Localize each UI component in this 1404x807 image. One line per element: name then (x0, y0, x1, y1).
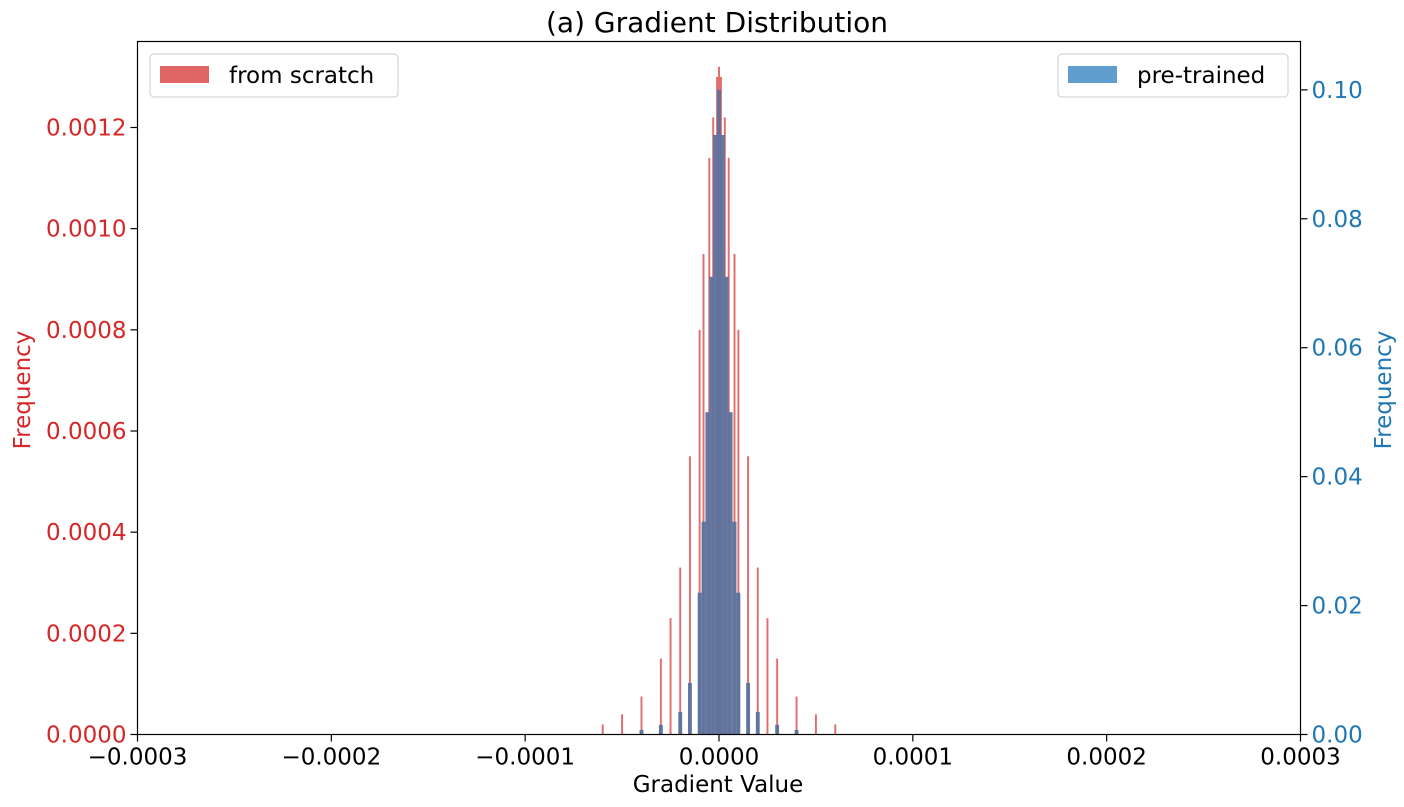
bar-from-scratch-16 (733, 253, 736, 735)
left-y-tick-label-6: 0.0012 (46, 115, 126, 141)
x-tick-label-6: 0.0003 (1260, 745, 1340, 771)
bar-from-scratch-7 (698, 329, 701, 735)
bar-pre-trained-4 (697, 592, 702, 735)
left-y-tick-label-4: 0.0008 (46, 318, 126, 344)
right-y-tick-label-0: 0.00 (1312, 723, 1363, 749)
bar-pre-trained-17 (775, 724, 780, 735)
bar-from-scratch-5 (679, 567, 682, 735)
legend-box (149, 53, 399, 98)
bar-from-scratch-20 (766, 618, 769, 735)
bar-pre-trained-5 (701, 521, 706, 735)
bar-pre-trained-18 (794, 729, 799, 735)
bar-from-scratch-4 (669, 618, 672, 735)
bar-pre-trained-12 (728, 412, 733, 735)
left-y-tick-label-2: 0.0004 (46, 520, 126, 546)
legend-label-pre-trained: pre-trained (1137, 63, 1265, 89)
bar-pre-trained-6 (705, 412, 710, 735)
bar-pre-trained-14 (736, 592, 741, 735)
legend-box (1057, 53, 1289, 98)
legend-label-from-scratch: from scratch (229, 63, 374, 89)
bar-from-scratch-3 (659, 658, 662, 735)
right-y-axis-ticks: 0.00 0.02 0.04 0.06 0.08 0.10 (1300, 78, 1363, 749)
bar-pre-trained-11 (724, 276, 729, 735)
bar-pre-trained-13 (732, 521, 737, 735)
x-axis-ticks: −0.0003 −0.0002 −0.0001 0.0000 0.0001 0.0002 0… (88, 734, 1341, 771)
bar-from-scratch-17 (737, 329, 740, 735)
bar-pre-trained-3 (687, 682, 692, 735)
legend-from-scratch: from scratch (149, 53, 399, 98)
x-axis-label: Gradient Value (633, 772, 804, 798)
bar-from-scratch-0 (601, 724, 604, 735)
bar-pre-trained-2 (678, 711, 683, 735)
x-tick-label-3: 0.0000 (679, 745, 759, 771)
right-y-axis-label: Frequency (1371, 331, 1397, 450)
bar-from-scratch-23 (814, 714, 817, 735)
legend-swatch-pre-trained (1068, 66, 1117, 83)
bar-from-scratch-1 (621, 714, 624, 735)
x-tick-label-5: 0.0002 (1066, 745, 1146, 771)
bar-from-scratch-22 (795, 696, 798, 735)
legend-swatch-from-scratch (160, 66, 209, 83)
bar-pre-trained-7 (709, 276, 714, 735)
x-tick-label-4: 0.0001 (873, 745, 953, 771)
bar-pre-trained-9 (717, 89, 721, 735)
left-y-axis-label: Frequency (10, 331, 36, 450)
x-tick-label-2: −0.0001 (475, 745, 575, 771)
left-y-axis-ticks: 0.0000 0.0002 0.0004 0.0006 0.0008 0.0010 0.00… (46, 115, 138, 749)
bar-from-scratch-18 (747, 456, 750, 735)
bar-pre-trained-16 (755, 711, 760, 735)
left-y-tick-label-5: 0.0010 (46, 217, 126, 243)
bar-from-scratch-2 (640, 696, 643, 735)
bar-from-scratch-6 (688, 456, 691, 735)
histogram-bars (601, 66, 837, 735)
bar-from-scratch-19 (756, 567, 759, 735)
right-y-tick-label-4: 0.08 (1312, 207, 1363, 233)
bar-pre-trained-15 (746, 682, 751, 735)
left-y-tick-label-0: 0.0000 (46, 723, 126, 749)
bar-pre-trained-8 (713, 134, 718, 735)
legend-pre-trained: pre-trained (1057, 53, 1289, 98)
chart-title: (a) Gradient Distribution (546, 6, 888, 39)
left-y-tick-label-1: 0.0002 (46, 621, 126, 647)
right-y-tick-label-5: 0.10 (1312, 78, 1363, 104)
bar-pre-trained-0 (639, 729, 644, 735)
left-y-tick-label-3: 0.0006 (46, 419, 126, 445)
bar-from-scratch-21 (776, 658, 779, 735)
bar-pre-trained-1 (658, 724, 663, 735)
bar-from-scratch-8 (702, 253, 705, 735)
x-tick-label-0: −0.0003 (88, 745, 188, 771)
bar-from-scratch-24 (834, 724, 837, 735)
right-y-tick-label-1: 0.02 (1312, 594, 1363, 620)
right-y-tick-label-3: 0.06 (1312, 336, 1363, 362)
bar-pre-trained-10 (720, 134, 725, 735)
right-y-tick-label-2: 0.04 (1312, 465, 1363, 491)
x-tick-label-1: −0.0002 (281, 745, 381, 771)
